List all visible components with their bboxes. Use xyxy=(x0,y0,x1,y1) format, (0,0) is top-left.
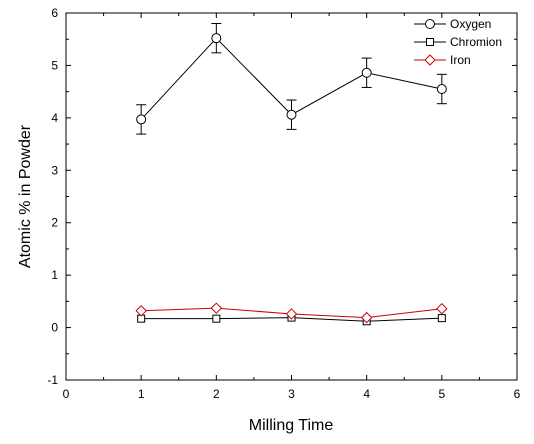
data-point-iron xyxy=(210,302,223,314)
y-tick-label: 3 xyxy=(51,163,58,177)
y-tick-label: -1 xyxy=(47,373,58,387)
series-oxygen xyxy=(136,22,447,135)
data-point-oxygen xyxy=(211,33,222,44)
data-point-iron xyxy=(360,311,373,324)
legend: Oxygen Chromion Iron xyxy=(414,17,502,67)
x-axis-title: Milling Time xyxy=(249,417,334,434)
legend-marker-iron xyxy=(424,54,436,66)
y-tick-label: 1 xyxy=(51,268,58,282)
data-point-oxygen xyxy=(361,67,372,78)
axis-tick-labels: 0 1 2 3 4 5 6 -1 0 1 2 3 4 5 6 xyxy=(47,6,520,401)
data-point-iron xyxy=(135,305,147,317)
data-point-oxygen xyxy=(286,109,297,120)
legend-label-chromion: Chromion xyxy=(450,35,502,49)
y-axis-title: Atomic % in Powder xyxy=(17,124,34,268)
data-point-chromion xyxy=(437,314,446,323)
x-tick-label: 3 xyxy=(288,387,295,401)
x-tick-label: 1 xyxy=(138,387,145,401)
y-tick-label: 5 xyxy=(51,58,58,72)
y-tick-label: 6 xyxy=(51,6,58,20)
x-tick-label: 2 xyxy=(213,387,220,401)
y-tick-label: 0 xyxy=(51,321,58,335)
data-point-oxygen xyxy=(436,84,447,95)
legend-label-iron: Iron xyxy=(450,53,471,67)
data-point-iron xyxy=(285,308,298,320)
x-tick-label: 0 xyxy=(63,387,70,401)
y-tick-label: 2 xyxy=(51,216,58,230)
data-point-chromion xyxy=(212,314,221,323)
x-tick-label: 4 xyxy=(363,387,370,401)
x-tick-label: 5 xyxy=(438,387,445,401)
series-layer xyxy=(135,22,448,326)
data-point-oxygen xyxy=(136,114,147,125)
y-tick-label: 4 xyxy=(51,111,58,125)
legend-label-oxygen: Oxygen xyxy=(450,17,491,31)
plot-frame xyxy=(65,12,518,381)
data-point-iron xyxy=(436,302,448,315)
x-tick-label: 6 xyxy=(514,387,521,401)
legend-marker-chromion xyxy=(426,38,434,46)
series-iron xyxy=(135,302,448,324)
axis-ticks xyxy=(65,12,518,381)
legend-marker-oxygen xyxy=(425,19,435,29)
